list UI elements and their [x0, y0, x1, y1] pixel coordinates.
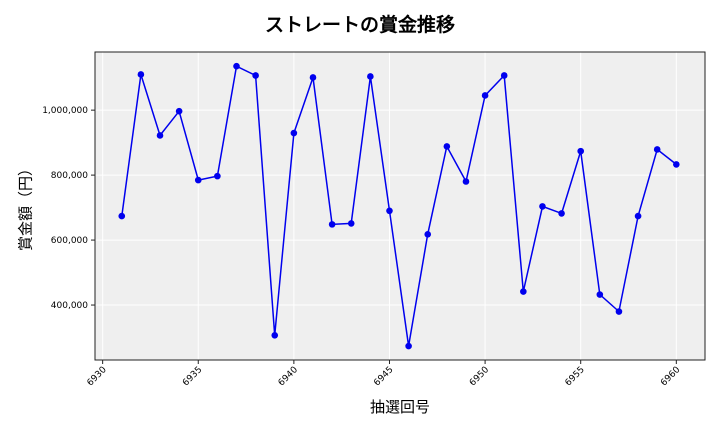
data-markers: [118, 62, 680, 350]
data-point: [290, 129, 298, 137]
y-axis-ticks: 400,000 600,000 800,000 1,000,000: [42, 106, 95, 311]
data-point: [386, 207, 393, 215]
y-tick-label: 1,000,000: [42, 106, 88, 116]
data-point: [175, 107, 183, 115]
x-tick-label: 6950: [468, 365, 491, 388]
data-point: [577, 147, 585, 155]
data-point: [194, 176, 202, 184]
data-point: [214, 172, 221, 180]
data-point: [539, 203, 546, 210]
x-tick-label: 6945: [372, 365, 395, 388]
data-point: [558, 210, 565, 217]
data-point: [233, 62, 240, 70]
x-tick-label: 6960: [659, 365, 682, 388]
data-point: [500, 72, 508, 79]
data-point: [309, 74, 317, 81]
data-point: [615, 308, 623, 315]
data-point: [405, 342, 412, 350]
data-point: [137, 71, 145, 78]
data-point: [118, 212, 126, 220]
data-point: [653, 146, 661, 153]
data-point: [443, 143, 451, 150]
plot-frame: [94, 51, 706, 361]
y-tick-label: 800,000: [51, 171, 88, 181]
x-tick-label: 6940: [277, 365, 300, 388]
x-tick-label: 6955: [564, 365, 587, 388]
data-point: [328, 221, 336, 228]
plot-area: [95, 52, 705, 360]
data-point: [596, 291, 604, 298]
x-tick-label: 6930: [86, 365, 109, 388]
x-tick-label: 6935: [181, 365, 204, 388]
data-point: [673, 161, 680, 168]
data-point: [271, 331, 279, 339]
data-point: [367, 73, 374, 80]
y-tick-label: 600,000: [51, 236, 88, 246]
chart-title: ストレートの賞金推移: [264, 14, 455, 36]
x-axis-ticks: 6930 6935 6940 6945 6950 6955 6960: [86, 360, 683, 388]
x-axis-label: 抽選回号: [369, 398, 430, 416]
y-tick-label: 400,000: [51, 301, 88, 311]
data-point: [520, 288, 527, 295]
data-point: [424, 231, 432, 238]
data-point: [481, 92, 489, 99]
data-point: [347, 220, 355, 227]
data-point: [462, 178, 470, 185]
data-point: [156, 132, 164, 139]
data-point: [634, 212, 642, 220]
data-point: [252, 72, 259, 79]
